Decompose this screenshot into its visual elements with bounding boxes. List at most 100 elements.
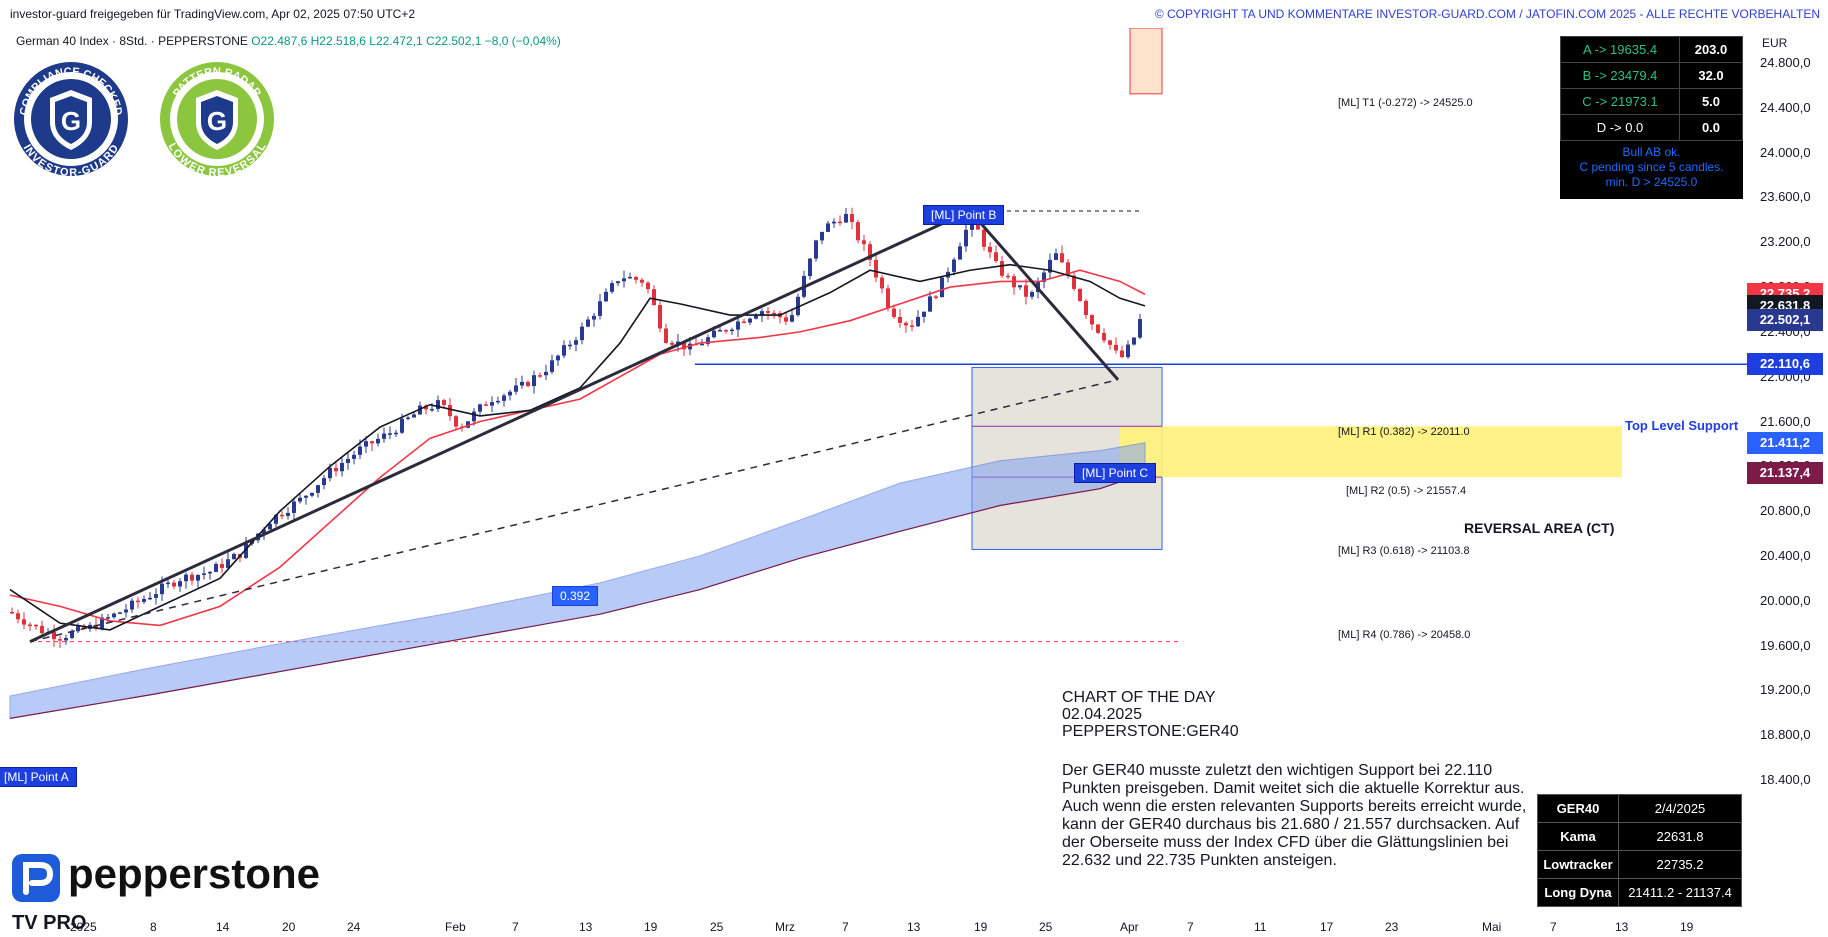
candle-body [1126,344,1130,358]
candle-body [730,329,734,332]
candle-body [64,637,68,641]
candle-body [244,543,248,558]
candle-body [418,405,422,415]
abcd-value: 0.0 [1679,114,1743,141]
candle-body [826,223,830,232]
abcd-label: C -> 21973.1 [1560,88,1680,115]
candle-body [442,400,446,405]
symbol-legend[interactable]: German 40 Index · 8Std. · PEPPERSTONE O2… [16,34,561,48]
price-tick: 23.200,0 [1760,234,1811,250]
candle-body [412,414,416,418]
t1-label: [ML] T1 (-0.272) -> 24525.0 [1338,97,1473,109]
commentary-text: Der GER40 musste zuletzt den wichtigen S… [1062,762,1527,869]
candle-body [550,360,554,372]
abcd-value: 5.0 [1679,88,1743,115]
candle-body [706,337,710,344]
candle-body [964,229,968,247]
bc-leg [968,209,1120,381]
time-tick: 13 [907,920,921,934]
reversal-area-label: REVERSAL AREA (CT) [1464,520,1615,536]
time-tick: 14 [216,920,230,934]
price-tag: 21.411,2 [1747,431,1823,454]
candle-body [748,318,752,323]
shield-g-icon: G COMPLIANCE CHECKED INVESTOR-GUARD [14,62,128,179]
price-tag: 22.110,6 [1747,353,1823,376]
candle-body [472,411,476,422]
info-value: 21411.2 - 21137.4 [1618,878,1742,907]
time-tick: 7 [512,920,519,934]
candle-body [286,512,290,516]
time-tick: 19 [974,920,988,934]
candle-body [496,400,500,403]
candle-body [898,316,902,323]
time-tick: 7 [1187,920,1194,934]
candle-body [478,404,482,412]
target-box [1129,28,1163,95]
time-tick: 13 [1615,920,1629,934]
abcd-row: B -> 23479.4 32.0 [1560,62,1743,89]
candle-body [586,319,590,327]
time-tick: 20 [282,920,296,934]
candle-body [448,404,452,417]
ratio-label: 0.392 [552,586,599,606]
candle-body [490,402,494,406]
abcd-pattern [29,209,1120,643]
candle-body [640,279,644,283]
radar-g-icon: G PATTERN RADAR LOWER REVERSAL [160,62,274,179]
candle-body [136,600,140,603]
badge2-letter: G [207,106,227,136]
candle-body [562,345,566,356]
candle-body [328,467,332,479]
candle-body [820,231,824,241]
candle-body [214,564,218,572]
fib-levels [30,28,1750,643]
abcd-value: 32.0 [1679,62,1743,89]
candle-body [1102,332,1106,341]
candle-body [1060,253,1064,263]
candle-body [1000,261,1004,276]
candle-body [388,433,392,435]
candle-body [772,312,776,315]
price-tick: 24.400,0 [1760,99,1811,115]
candle-body [466,421,470,428]
r4-label: [ML] R4 (0.786) -> 20458.0 [1338,629,1471,641]
time-tick: 19 [644,920,658,934]
point-a-label: [ML] Point A [0,767,77,787]
candle-body [112,613,116,618]
candle-body [454,416,458,427]
ohlc-values: O22.487,6 H22.518,6 L22.472,1 C22.502,1 … [251,34,561,48]
candle-body [796,296,800,316]
time-tick: 7 [842,920,849,934]
info-row: Long Dyna 21411.2 - 21137.4 [1537,878,1742,907]
price-tick: 18.800,0 [1760,727,1811,743]
price-tick: 19.600,0 [1760,637,1811,653]
candle-body [1108,340,1112,345]
candle-body [334,467,338,472]
time-tick: 25 [1039,920,1053,934]
candle-body [844,214,848,223]
candle-body [1078,288,1082,301]
info-row: GER40 2/4/2025 [1537,794,1742,823]
abcd-note-line: Bull AB ok. [1622,145,1681,159]
candle-body [1114,344,1118,351]
candle-body [1042,272,1046,282]
candle-body [760,311,764,316]
candle-body [76,626,80,632]
candle-body [616,281,620,284]
r1-label: [ML] R1 (0.382) -> 22011.0 [1338,426,1470,438]
cotd-symbol: PEPPERSTONE:GER40 [1062,723,1239,740]
candle-body [808,258,812,277]
currency-label[interactable]: EUR [1762,36,1788,50]
info-key: Kama [1537,822,1619,851]
price-tick: 18.400,0 [1760,772,1811,787]
candle-body [394,432,398,435]
candle-body [1024,285,1028,297]
candle-body [406,417,410,419]
info-key: Long Dyna [1537,878,1619,907]
tradingview-logo[interactable]: TV PRO [12,912,87,934]
candle-body [622,278,626,282]
abcd-note-line: min. D > 24525.0 [1605,175,1698,189]
price-chart[interactable] [0,28,1750,937]
candle-body [892,308,896,317]
